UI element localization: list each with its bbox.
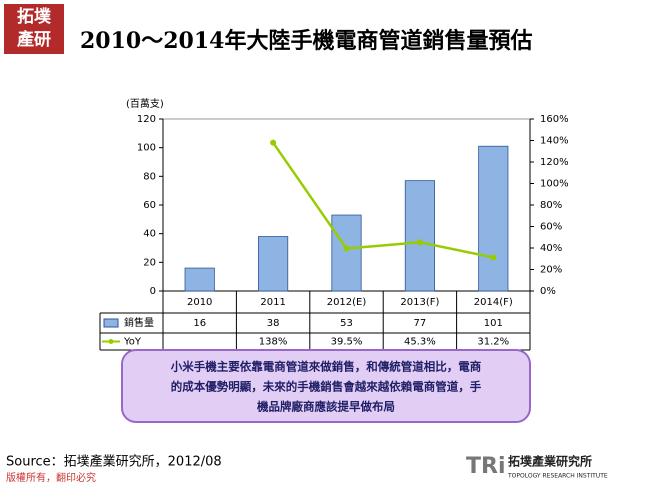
x-tick-label: 2014(F) [474,297,513,308]
bar [478,145,509,292]
y2-tick-label: 100% [540,179,569,190]
x-tick-label: 2010 [187,297,212,308]
marker [270,139,277,146]
legend-label: YoY [123,337,142,348]
x-tick-label: 2013(F) [400,297,439,308]
table-value: 16 [193,318,206,329]
y-tick-label: 60 [143,200,156,211]
bar [404,180,435,292]
table-value: 77 [414,318,427,329]
table-value: 53 [340,318,353,329]
callout-text: 小米手機主要依靠電商管道來做銷售，和傳統管道相比，電商 [170,360,482,374]
logo-text: 產研 [17,29,51,50]
y-tick-label: 0 [150,286,156,297]
table-value: 39.5% [331,337,363,348]
y2-tick-label: 120% [540,157,569,168]
legend-label: 銷售量 [124,316,154,329]
y2-tick-label: 60% [540,222,562,233]
callout-text: 機品牌廠商應該提早做布局 [257,400,395,414]
source: Source：拓墣產業研究所，2012/08 [6,454,222,470]
callout-box [121,349,531,423]
marker [490,254,497,261]
y-tick-label: 100 [137,143,156,154]
marker [343,245,350,252]
y-axis-label: (百萬支) [126,97,164,110]
bar [184,267,215,292]
marker [416,239,423,246]
y2-tick-label: 80% [540,200,562,211]
x-tick-label: 2012(E) [327,297,367,308]
y-tick-label: 80 [143,171,156,182]
bar [331,214,362,292]
x-tick-label: 2011 [260,297,285,308]
y-tick-label: 40 [143,229,156,240]
chart-title: 2010～2014年大陸手機電商管道銷售量預估 [80,28,532,54]
y2-tick-label: 140% [540,136,569,147]
footer: 版權所有，翻印必究 [6,471,96,484]
legend-swatch [103,318,119,328]
y2-tick-label: 20% [540,265,562,276]
table-value: 138% [259,337,288,348]
table-value: 101 [484,318,503,329]
legend-marker [108,339,114,344]
table-value: 45.3% [404,337,436,348]
table-value: 38 [267,318,280,329]
brand-mark: TRi [466,454,506,479]
logo-text: 拓墣 [17,7,51,27]
y-tick-label: 120 [137,114,156,125]
brand-name: 拓墣產業研究所 [508,454,592,469]
table-value: 31.2% [477,337,509,348]
callout-text: 的成本優勢明顯，未來的手機銷售會越來越依賴電商管道，手 [171,380,482,394]
logo-box [4,4,64,54]
brand-subtitle: TOPOLOGY RESEARCH INSTITUTE [507,473,608,480]
y2-tick-label: 40% [540,243,562,254]
y2-tick-label: 160% [540,114,569,125]
y2-tick-label: 0% [540,286,556,297]
chart: 0 20 40 60 80 100 120 0% 20% 40% 60% 80% 100% 120% 140… [99,114,569,351]
bar [258,236,289,292]
line [272,141,494,259]
y-tick-label: 20 [143,257,156,268]
